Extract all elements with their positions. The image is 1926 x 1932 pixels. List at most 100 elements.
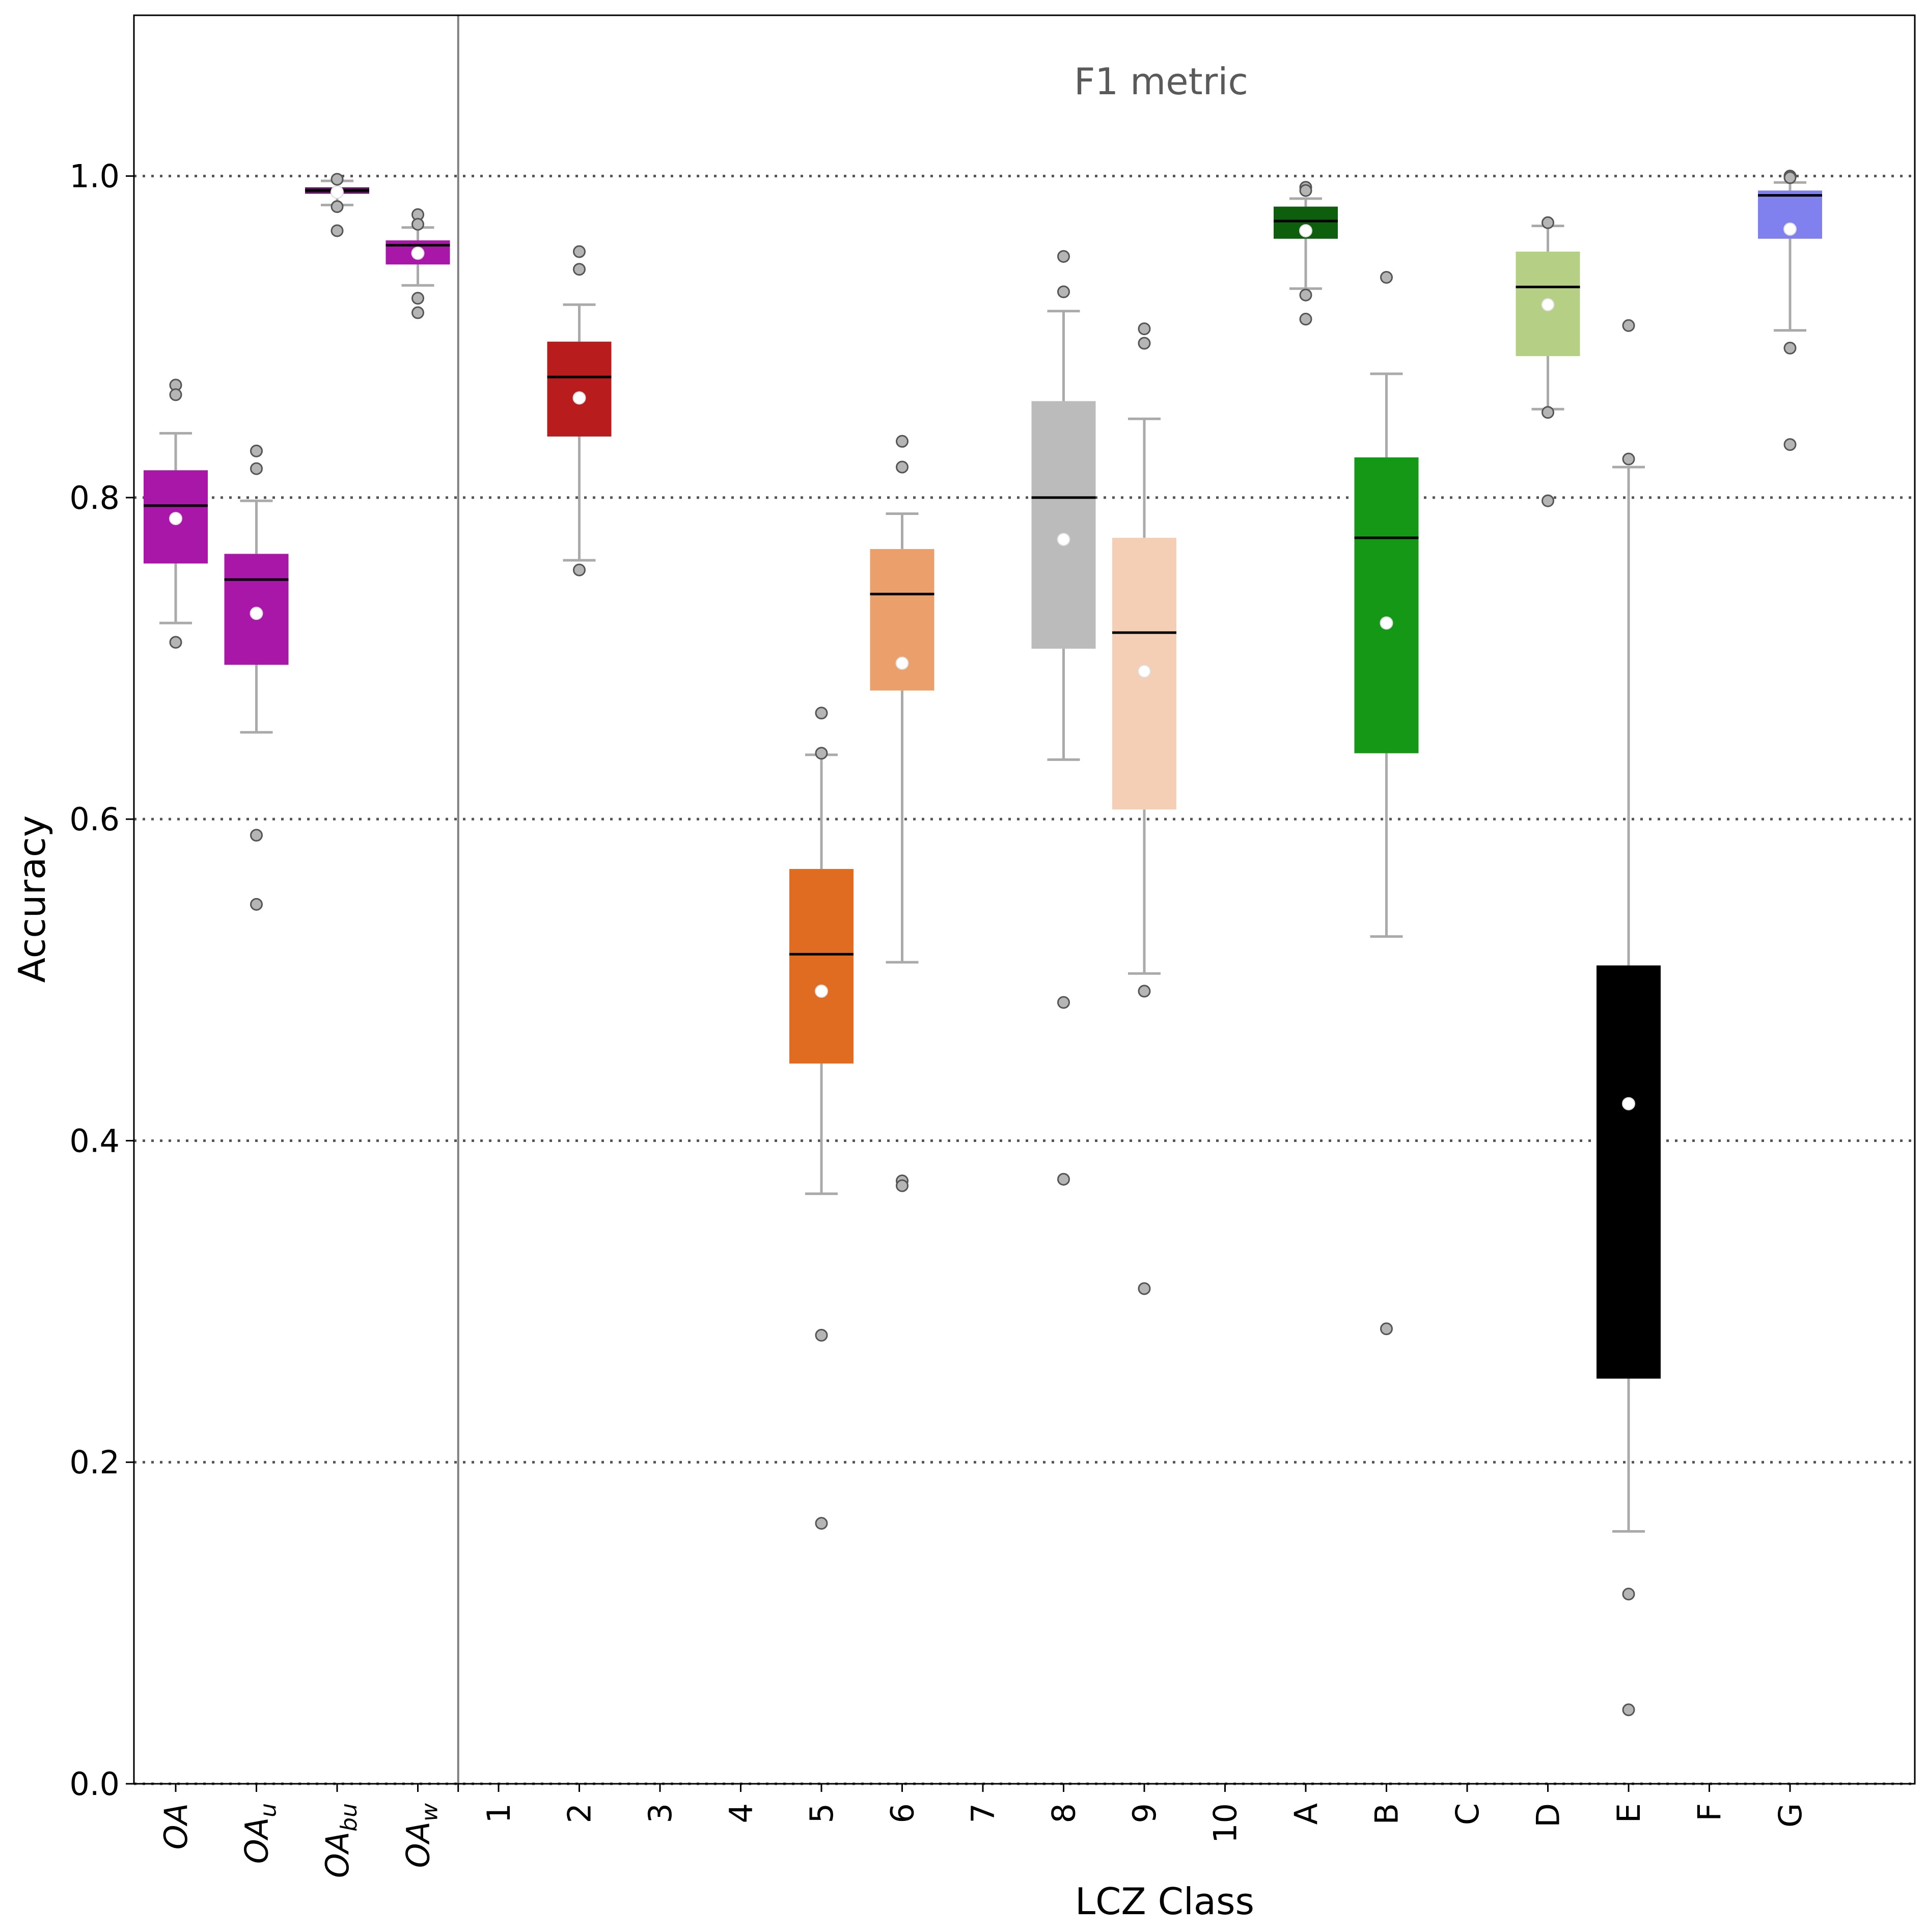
- x-tick-label: 7: [965, 1803, 1002, 1823]
- axis-layer: 0.0 0.2 0.4 0.6 0.8 1.0 OA OAu OAbu OAw 1 2 3 4 5 6 7 8 9 1…: [69, 14, 1916, 1878]
- outlier-point: [331, 200, 344, 213]
- mean-marker: [1380, 616, 1393, 630]
- outlier-point: [573, 245, 586, 258]
- box-body: [1031, 401, 1096, 649]
- outlier-point: [1057, 996, 1070, 1009]
- outlier-point: [1299, 184, 1312, 197]
- mean-marker: [169, 511, 182, 525]
- box-8: [1031, 250, 1096, 1186]
- outlier-point: [815, 1517, 828, 1530]
- x-tick-label: 8: [1045, 1803, 1083, 1823]
- box-oa-w: [386, 208, 450, 319]
- outlier-point: [896, 1179, 909, 1192]
- box-2: [547, 245, 612, 577]
- mean-marker: [1299, 224, 1312, 237]
- mean-marker: [895, 657, 909, 670]
- outlier-point: [896, 434, 909, 448]
- y-tick-label: 0.4: [69, 1122, 120, 1159]
- x-tick-label: OA: [157, 1803, 195, 1849]
- outlier-point: [1138, 322, 1151, 335]
- outlier-point: [1542, 406, 1554, 419]
- y-tick-label: 0.2: [69, 1444, 120, 1481]
- outlier-point: [250, 462, 263, 475]
- outlier-point: [169, 636, 182, 649]
- box-oa: [144, 378, 208, 649]
- y-tick-label: 1.0: [69, 158, 120, 195]
- box-body: [547, 341, 612, 437]
- box-layer: [144, 170, 1822, 1717]
- box-body: [1597, 965, 1661, 1379]
- x-tick-label: 4: [723, 1803, 760, 1823]
- box-5: [789, 706, 854, 1530]
- outlier-point: [1057, 1173, 1070, 1186]
- outlier-point: [1542, 494, 1554, 507]
- outlier-point: [250, 444, 263, 457]
- outlier-point: [1138, 985, 1151, 998]
- box-e: [1597, 319, 1661, 1717]
- y-tick-label: 0.6: [69, 801, 120, 838]
- plot-frame: [133, 14, 1916, 1785]
- outlier-point: [815, 1328, 828, 1342]
- outlier-point: [331, 224, 344, 237]
- outlier-point: [1138, 1282, 1151, 1295]
- outlier-point: [815, 706, 828, 720]
- outlier-point: [411, 292, 424, 305]
- outlier-point: [250, 897, 263, 911]
- x-tick-label: 5: [803, 1803, 840, 1823]
- x-tick-label: E: [1610, 1803, 1647, 1823]
- outlier-point: [1057, 285, 1070, 298]
- box-g: [1758, 170, 1822, 451]
- outlier-point: [1783, 438, 1797, 451]
- outlier-point: [1622, 1703, 1635, 1717]
- mean-marker: [331, 185, 344, 199]
- box-9: [1112, 322, 1176, 1295]
- x-tick-label: OAw: [400, 1803, 443, 1868]
- outlier-point: [1299, 313, 1312, 326]
- outlier-point: [1299, 288, 1312, 302]
- x-tick-label: D: [1530, 1803, 1567, 1828]
- chart-title: F1 metric: [1074, 60, 1248, 103]
- x-tick-label: 3: [642, 1803, 679, 1823]
- x-tick-label: 9: [1126, 1803, 1163, 1823]
- outlier-point: [331, 173, 344, 186]
- mean-marker: [1541, 298, 1555, 312]
- outlier-point: [1057, 250, 1070, 263]
- mean-marker: [1622, 1097, 1635, 1110]
- x-tick-label: OAbu: [319, 1803, 362, 1878]
- box-oa-u: [224, 444, 289, 911]
- grid-layer: [134, 15, 1915, 1785]
- x-tick-label: 2: [561, 1803, 598, 1823]
- y-tick-label: 0.0: [69, 1765, 120, 1803]
- mean-marker: [1057, 532, 1070, 546]
- mean-marker: [250, 607, 263, 620]
- y-axis-label: Accuracy: [11, 815, 53, 983]
- x-tick-label: A: [1287, 1803, 1325, 1825]
- outlier-point: [1138, 337, 1151, 350]
- outlier-point: [169, 388, 182, 401]
- box-body: [1354, 457, 1419, 753]
- box-a: [1274, 181, 1338, 326]
- mean-marker: [1783, 222, 1797, 236]
- box-oa-bu: [305, 173, 369, 237]
- outlier-point: [815, 747, 828, 760]
- outlier-point: [1380, 270, 1393, 284]
- outlier-point: [1542, 216, 1554, 229]
- mean-marker: [411, 247, 425, 260]
- x-tick-label: 1: [480, 1803, 517, 1823]
- mean-marker: [1138, 664, 1151, 678]
- box-6: [870, 434, 934, 1192]
- outlier-point: [1622, 319, 1635, 332]
- outlier-point: [1380, 1322, 1393, 1336]
- outlier-point: [896, 460, 909, 474]
- x-tick-label: 10: [1207, 1803, 1244, 1843]
- outlier-point: [573, 563, 586, 577]
- box-d: [1516, 216, 1580, 507]
- x-tick-label: OAu: [238, 1803, 282, 1864]
- outlier-point: [411, 306, 424, 319]
- x-tick-label: F: [1691, 1803, 1728, 1821]
- outlier-point: [1622, 1588, 1635, 1601]
- x-tick-label: 6: [884, 1803, 921, 1823]
- outlier-point: [1783, 341, 1797, 355]
- outlier-point: [1783, 171, 1797, 184]
